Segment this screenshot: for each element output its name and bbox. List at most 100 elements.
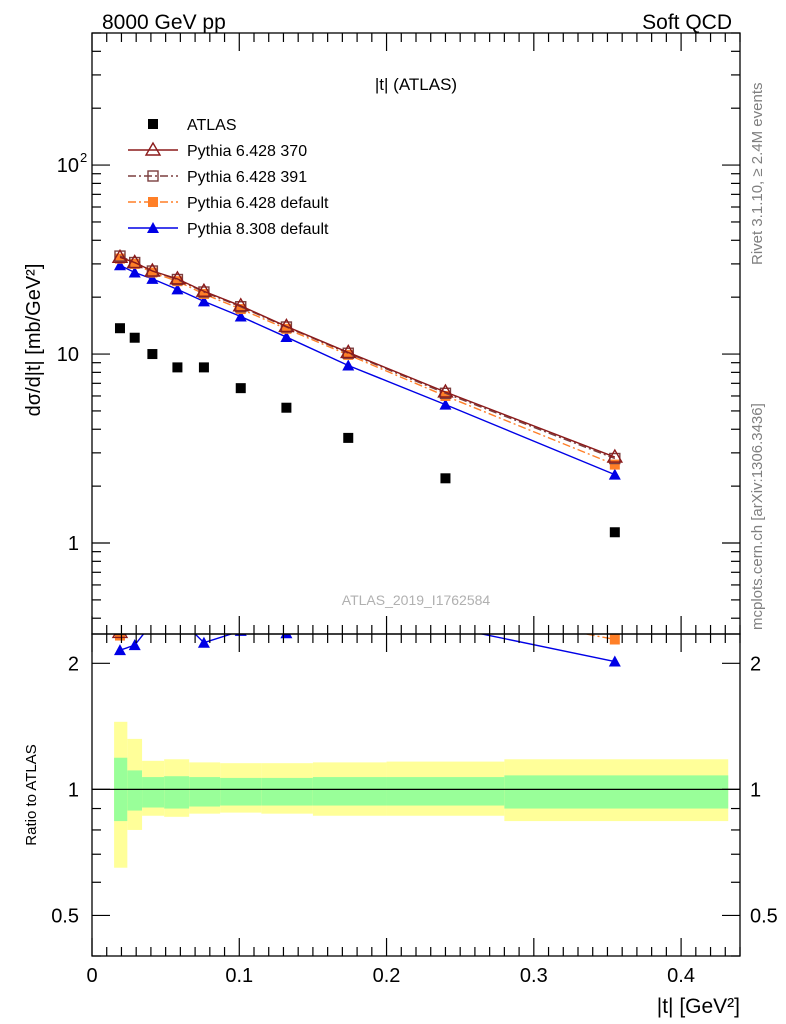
inner-band-bin [164, 776, 190, 809]
main-line-pythia-6-428-default [119, 257, 616, 466]
ratio-y-axis-label: Ratio to ATLAS [23, 744, 40, 845]
legend-entry-pythia-6-428-370: Pythia 6.428 370 [128, 141, 307, 160]
inner-band-bin [127, 770, 143, 811]
ratio-series-pythia-8-308-default [113, 610, 621, 667]
ratio-point-pythia-8-308-default [342, 623, 354, 634]
main-point-pythia-8-308-default [197, 295, 210, 307]
chart-title: |t| (ATLAS) [375, 75, 457, 94]
ratio-series-pythia-6-428-370 [111, 586, 622, 639]
analysis-id-label: ATLAS_2019_I1762584 [342, 592, 491, 608]
main-point-atlas [129, 332, 140, 343]
main-series-pythia-6-428-default [114, 253, 620, 470]
x-tick-label: 0 [86, 965, 97, 987]
y-axis-label: dσ/d|t| [mb/GeV²] [23, 264, 45, 417]
source-label: mcplots.cern.ch [arXiv:1306.3436] [749, 403, 766, 630]
main-point-pythia-6-428-370 [606, 448, 624, 463]
legend-entry-atlas: ATLAS [148, 117, 237, 134]
ratio-point-pythia-8-308-default [197, 636, 210, 648]
main-point-pythia-6-428-default [114, 253, 125, 264]
ratio-point-pythia-6-428-default [281, 609, 291, 619]
main-point-pythia-6-428-370 [437, 383, 454, 398]
main-point-pythia-6-428-370 [126, 254, 143, 269]
ratio-point-pythia-8-308-default [280, 634, 293, 639]
y-tick-label: 1 [68, 533, 79, 555]
main-point-pythia-8-308-default [128, 266, 141, 278]
main-point-atlas [198, 362, 209, 373]
rivet-label: Rivet 3.1.10, ≥ 2.4M events [749, 83, 766, 266]
main-point-pythia-8-308-default [280, 331, 293, 343]
main-point-pythia-8-308-default [171, 283, 184, 295]
ratio-point-pythia-8-308-default [608, 655, 621, 667]
main-point-pythia-8-308-default [113, 259, 126, 271]
ratio-point-pythia-8-308-default [171, 610, 183, 621]
main-point-pythia-8-308-default [439, 398, 452, 410]
main-point-atlas [147, 349, 158, 360]
main-line-pythia-8-308-default [119, 264, 616, 476]
x-tick-label: 0.3 [520, 965, 548, 987]
legend-entry-pythia-6-428-391: Pythia 6.428 391 [128, 169, 307, 186]
main-point-pythia-6-428-default [235, 304, 246, 315]
inner-band-bin [189, 777, 221, 807]
ratio-y-tick-label-right: 0.5 [750, 905, 778, 927]
main-series-pythia-8-308-default [113, 259, 621, 480]
legend-label: Pythia 6.428 391 [187, 169, 307, 186]
ratio-point-pythia-6-428-370 [128, 616, 142, 628]
ratio-point-pythia-6-428-391 [172, 590, 182, 600]
ratio-point-pythia-6-428-391 [147, 600, 157, 610]
main-point-pythia-6-428-default [172, 276, 183, 287]
main-point-atlas [440, 473, 451, 484]
main-series-pythia-6-428-370 [111, 248, 624, 463]
main-point-pythia-6-428-370 [144, 262, 161, 277]
ratio-point-pythia-6-428-391 [236, 604, 246, 614]
ratio-point-pythia-6-428-default [130, 621, 140, 631]
ratio-point-pythia-6-428-391 [281, 606, 291, 616]
main-point-pythia-6-428-default [609, 459, 620, 470]
main-point-pythia-6-428-default [281, 323, 292, 334]
inner-band-bin [142, 777, 165, 808]
main-point-atlas [609, 527, 620, 538]
inner-band-bin [220, 777, 262, 806]
main-point-pythia-6-428-default [147, 267, 158, 278]
main-point-pythia-6-428-370 [169, 270, 186, 285]
main-point-pythia-8-308-default [608, 468, 621, 480]
energy-label: 8000 GeV pp [102, 11, 226, 34]
legend: ATLAS Pythia 6.428 370 Pythia 6.428 391 Pyt… [128, 117, 329, 238]
main-point-atlas [172, 362, 183, 373]
ratio-point-pythia-6-428-370 [170, 586, 184, 598]
x-tick-label: 0.1 [225, 965, 253, 987]
main-point-pythia-6-428-370 [340, 344, 357, 359]
y-tick-label: 10 [57, 344, 79, 366]
ratio-point-pythia-6-428-391 [114, 634, 126, 636]
ratio-point-pythia-6-428-370 [279, 602, 293, 614]
main-point-pythia-8-308-default [234, 310, 247, 322]
ratio-point-pythia-6-428-370 [234, 600, 248, 612]
legend-marker [147, 222, 159, 233]
ratio-y-tick-label-right: 2 [750, 653, 761, 675]
main-point-pythia-6-428-370 [232, 297, 249, 312]
y-tick-label-exponent: 2 [80, 150, 87, 165]
legend-marker [148, 197, 158, 207]
main-line-pythia-6-428-370 [119, 256, 616, 458]
legend-marker [148, 119, 158, 129]
ratio-point-pythia-6-428-370 [197, 614, 211, 626]
ratio-point-pythia-6-428-default [236, 609, 246, 619]
main-point-pythia-8-308-default [342, 359, 355, 371]
x-axis-label: |t| [GeV²] [657, 995, 740, 1018]
ratio-uncertainty-bands [114, 721, 729, 868]
ratio-point-pythia-6-428-391 [610, 621, 620, 631]
inner-band-bin [386, 777, 505, 806]
inner-band-bin [261, 777, 313, 806]
ratio-point-pythia-6-428-370 [608, 616, 622, 628]
legend-label: Pythia 6.428 default [187, 195, 329, 212]
inner-band-bin [504, 775, 729, 809]
ratio-y-tick-label: 1 [68, 779, 79, 801]
main-point-atlas [114, 323, 125, 334]
ratio-point-pythia-8-308-default [128, 639, 141, 651]
y-tick-label: 10 [57, 155, 79, 177]
axis-ticks [91, 32, 741, 957]
main-point-pythia-6-428-default [198, 288, 209, 299]
legend-marker [147, 170, 159, 182]
legend-label: Pythia 6.428 370 [187, 143, 307, 160]
